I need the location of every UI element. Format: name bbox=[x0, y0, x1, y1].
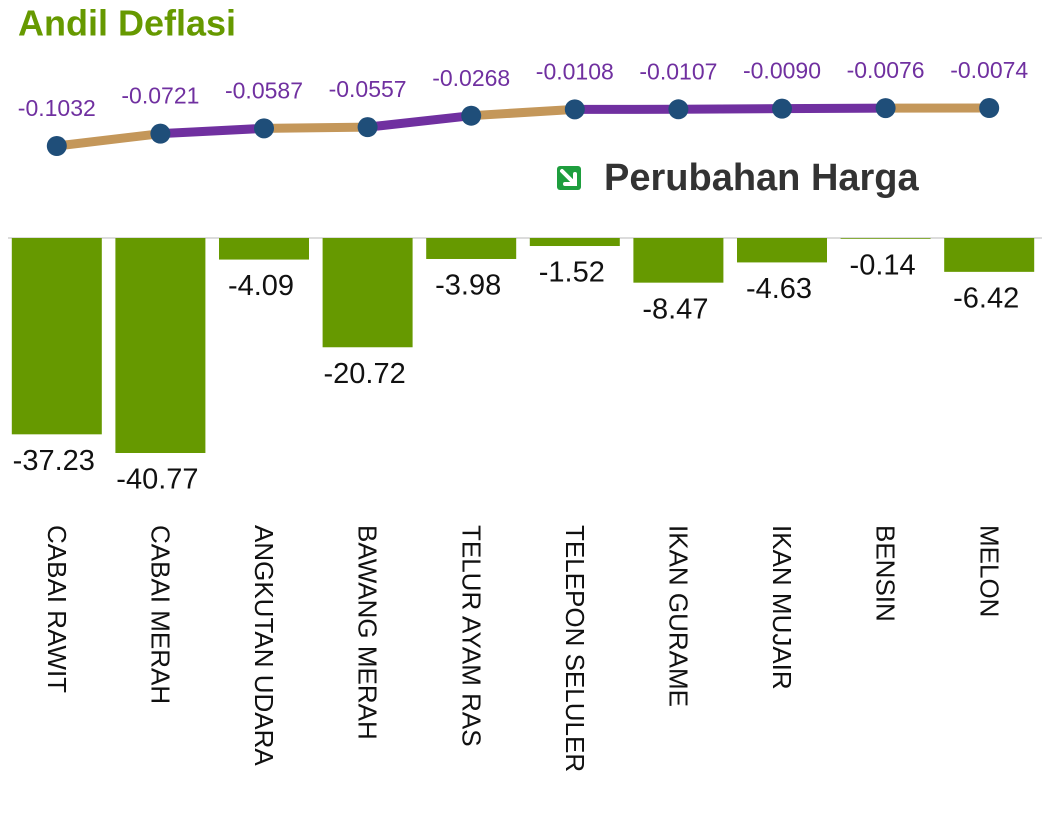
bar bbox=[529, 238, 620, 247]
line-value-label: -0.0268 bbox=[432, 65, 510, 91]
bar-title: Perubahan Harga bbox=[604, 157, 920, 199]
bar-value-label: -0.14 bbox=[850, 249, 916, 281]
line-value-label: -0.0090 bbox=[743, 58, 821, 84]
x-tick-label: CABAI MERAH bbox=[146, 525, 176, 704]
line-segment bbox=[259, 122, 373, 133]
line-marker bbox=[875, 98, 896, 119]
bar bbox=[633, 238, 724, 283]
x-tick-label: ANGKUTAN UDARA bbox=[249, 525, 279, 766]
bar-value-label: -37.23 bbox=[13, 445, 95, 477]
bar-value-label: -1.52 bbox=[539, 257, 605, 289]
bar-value-label: -4.63 bbox=[746, 273, 812, 305]
bar-value-label: -8.47 bbox=[642, 293, 708, 325]
line-value-label: -0.0557 bbox=[329, 76, 407, 102]
line-marker bbox=[150, 123, 171, 144]
line-segment bbox=[777, 103, 891, 114]
line-segment bbox=[363, 111, 476, 132]
bar-value-label: -3.98 bbox=[435, 270, 501, 302]
x-tick-label: IKAN GURAME bbox=[664, 525, 694, 707]
bar bbox=[11, 238, 102, 435]
x-tick-label: IKAN MUJAIR bbox=[767, 525, 797, 690]
line-value-label: -0.0107 bbox=[639, 58, 717, 84]
bar bbox=[219, 238, 309, 260]
line-segment bbox=[155, 123, 269, 139]
bar bbox=[944, 238, 1035, 272]
x-tick-label: CABAI RAWIT bbox=[42, 525, 72, 693]
line-value-label: -0.0076 bbox=[847, 57, 925, 83]
x-tick-label: TELUR AYAM RAS bbox=[456, 525, 486, 747]
x-tick-label: BAWANG MERAH bbox=[353, 525, 383, 740]
line-value-label: -0.0721 bbox=[121, 83, 199, 109]
line-marker bbox=[461, 105, 482, 126]
line-segment bbox=[52, 129, 165, 151]
line-marker bbox=[668, 99, 689, 120]
line-marker bbox=[254, 118, 274, 139]
bar-value-label: -6.42 bbox=[953, 283, 1019, 315]
bar bbox=[426, 238, 517, 259]
x-tick-label: TELEPON SELULER bbox=[560, 525, 590, 772]
line-marker bbox=[564, 99, 585, 120]
bar-value-label: -20.72 bbox=[323, 358, 405, 390]
bar-value-label: -4.09 bbox=[228, 270, 294, 302]
arrow-icon bbox=[557, 166, 581, 190]
line-marker bbox=[46, 136, 67, 156]
line-marker bbox=[772, 98, 792, 119]
line-segment bbox=[673, 104, 787, 114]
line-value-label: -0.0587 bbox=[225, 77, 303, 103]
bar bbox=[115, 238, 206, 453]
line-value-label: -0.0108 bbox=[536, 58, 614, 84]
line-segment bbox=[466, 104, 580, 121]
line-value-label: -0.0074 bbox=[950, 57, 1028, 83]
line-value-label: -0.1032 bbox=[18, 95, 96, 121]
x-tick-label: MELON bbox=[974, 525, 1004, 617]
bar bbox=[322, 238, 413, 348]
line-marker bbox=[979, 98, 1000, 118]
bar bbox=[840, 238, 931, 239]
line-title: Andil Deflasi bbox=[18, 3, 236, 44]
bar bbox=[737, 238, 827, 263]
line-marker bbox=[357, 117, 378, 138]
bar-value-label: -40.77 bbox=[116, 464, 198, 496]
x-tick-label: BENSIN bbox=[871, 525, 901, 622]
